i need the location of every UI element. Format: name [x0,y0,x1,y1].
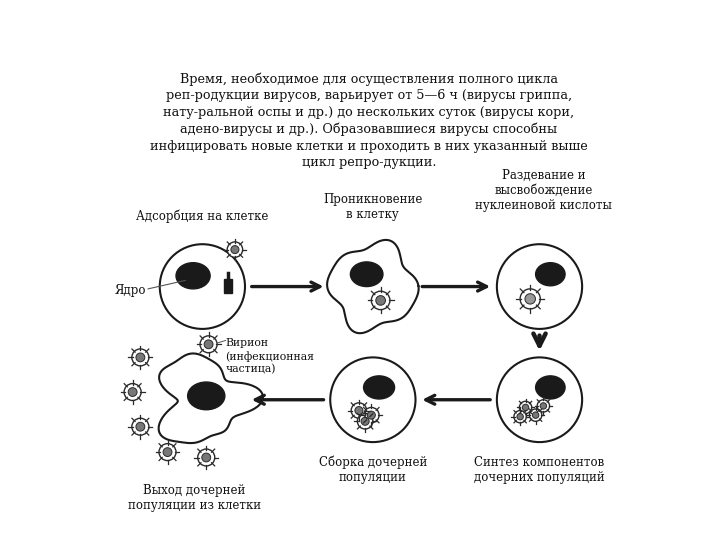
Bar [224,279,232,293]
Circle shape [124,383,141,401]
Circle shape [204,340,213,349]
Circle shape [519,401,532,414]
Circle shape [228,242,243,257]
Circle shape [540,403,546,409]
Circle shape [198,449,215,466]
Text: Синтез компонентов
дочерних популяций: Синтез компонентов дочерних популяций [474,456,605,484]
Circle shape [537,400,549,412]
Text: Время, необходимое для осуществления полного цикла
реп-родукции вирусов, варьиру: Время, необходимое для осуществления пол… [150,72,588,169]
Ellipse shape [160,244,245,329]
Text: Адсорбция на клетке: Адсорбция на клетке [136,209,269,222]
Ellipse shape [188,382,225,410]
Text: Выход дочерней
популяции из клетки: Выход дочерней популяции из клетки [128,484,261,512]
Circle shape [202,453,211,462]
Circle shape [357,414,373,429]
Ellipse shape [176,262,210,289]
Ellipse shape [497,357,582,442]
Text: Проникновение
в клетку: Проникновение в клетку [323,193,423,221]
Text: Вирион
(инфекционная
частица): Вирион (инфекционная частица) [225,338,315,374]
Circle shape [351,403,366,418]
Circle shape [372,291,390,309]
Circle shape [136,353,145,362]
Circle shape [529,409,542,421]
Polygon shape [158,354,263,443]
Ellipse shape [364,376,395,399]
Circle shape [361,417,369,426]
Circle shape [517,414,523,420]
Ellipse shape [351,262,383,287]
Text: Сборка дочерней
популяции: Сборка дочерней популяции [319,456,427,484]
Ellipse shape [536,376,565,399]
Circle shape [514,410,526,423]
Circle shape [376,295,385,305]
Ellipse shape [497,244,582,329]
Circle shape [532,412,539,418]
Circle shape [136,422,145,431]
Circle shape [520,289,540,309]
Circle shape [128,388,137,396]
Circle shape [163,448,172,456]
Circle shape [364,408,379,423]
Circle shape [355,407,363,415]
Circle shape [200,336,217,353]
Circle shape [159,444,176,461]
Text: Ядро: Ядро [115,284,147,297]
Circle shape [525,294,536,304]
Circle shape [367,411,375,419]
Polygon shape [327,240,418,333]
Circle shape [522,404,528,410]
Text: Раздевание и
высвобождение
нуклеиновой кислоты: Раздевание и высвобождение нуклеиновой к… [475,169,612,212]
Ellipse shape [330,357,415,442]
Ellipse shape [536,262,565,286]
Circle shape [231,246,239,254]
Circle shape [132,418,149,435]
Circle shape [132,349,149,366]
